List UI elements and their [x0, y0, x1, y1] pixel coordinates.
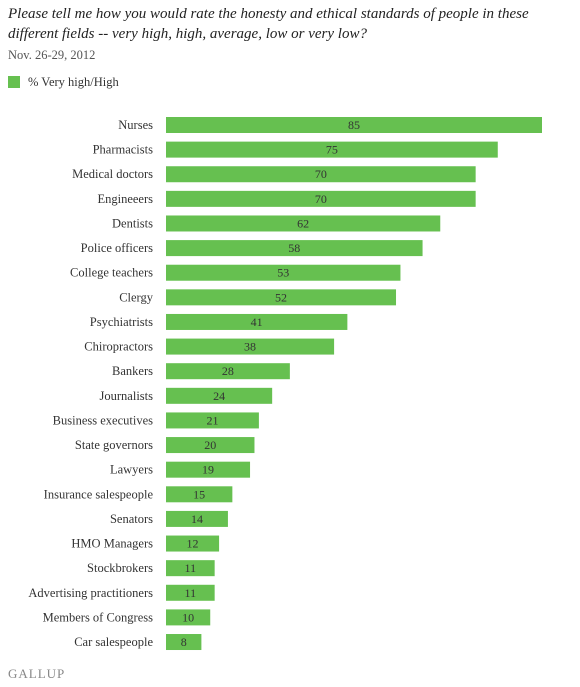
data-label: 12 [187, 537, 199, 551]
bar [166, 510, 228, 527]
legend-swatch [8, 76, 20, 88]
category-label: Insurance salespeople [44, 487, 154, 501]
category-label: Senators [110, 512, 153, 526]
data-label: 28 [222, 364, 234, 378]
data-label: 15 [193, 487, 205, 501]
data-label: 53 [277, 266, 289, 280]
data-label: 52 [275, 290, 287, 304]
data-label: 11 [185, 561, 197, 575]
data-label: 14 [191, 512, 203, 526]
legend-label: % Very high/High [28, 74, 119, 89]
data-label: 24 [213, 389, 225, 403]
chart-title: Please tell me how you would rate the ho… [8, 6, 529, 42]
category-label: Pharmacists [93, 143, 154, 157]
category-label: Nurses [118, 118, 153, 132]
bar [166, 412, 259, 429]
data-label: 11 [185, 586, 197, 600]
data-label: 75 [326, 143, 338, 157]
bar [166, 560, 215, 577]
category-label: HMO Managers [71, 537, 153, 551]
bar [166, 190, 476, 207]
bar [166, 486, 233, 503]
data-label: 70 [315, 192, 327, 206]
bar [166, 166, 476, 183]
data-label: 10 [182, 610, 194, 624]
bar [166, 313, 348, 330]
bar [166, 584, 215, 601]
category-label: Bankers [112, 364, 153, 378]
category-label: State governors [75, 438, 153, 452]
category-label: College teachers [70, 266, 153, 280]
category-label: Engineeers [97, 192, 153, 206]
data-label: 41 [251, 315, 263, 329]
data-label: 85 [348, 118, 360, 132]
bar [166, 437, 255, 454]
chart-subtitle: Nov. 26-29, 2012 [8, 48, 96, 62]
bar [166, 289, 397, 306]
bar [166, 609, 211, 626]
category-label: Medical doctors [72, 167, 153, 181]
data-label: 70 [315, 167, 327, 181]
data-label: 19 [202, 463, 214, 477]
category-label: Car salespeople [74, 635, 153, 649]
bar [166, 240, 423, 257]
bar [166, 338, 335, 355]
data-label: 21 [206, 413, 218, 427]
data-label: 62 [297, 216, 309, 230]
data-label: 8 [181, 635, 187, 649]
data-label: 38 [244, 340, 256, 354]
category-label: Members of Congress [43, 610, 154, 624]
legend: % Very high/High [8, 74, 119, 90]
bar [166, 634, 202, 651]
category-label: Business executives [53, 413, 153, 427]
bar [166, 387, 273, 404]
category-label: Advertising practitioners [28, 586, 153, 600]
gallup-logo: GALLUP [8, 666, 66, 681]
data-label: 58 [288, 241, 300, 255]
data-label: 20 [204, 438, 216, 452]
category-label: Journalists [100, 389, 154, 403]
category-label: Chiropractors [84, 340, 153, 354]
bar [166, 215, 441, 232]
bar [166, 264, 401, 281]
category-label: Stockbrokers [87, 561, 153, 575]
bar [166, 535, 220, 552]
category-label: Police officers [81, 241, 153, 255]
category-label: Psychiatrists [90, 315, 153, 329]
category-label: Dentists [112, 216, 153, 230]
category-label: Clergy [119, 290, 154, 304]
bar [166, 117, 542, 133]
bar [166, 141, 498, 158]
bar [166, 363, 290, 380]
bar [166, 461, 251, 478]
category-label: Lawyers [110, 463, 153, 477]
